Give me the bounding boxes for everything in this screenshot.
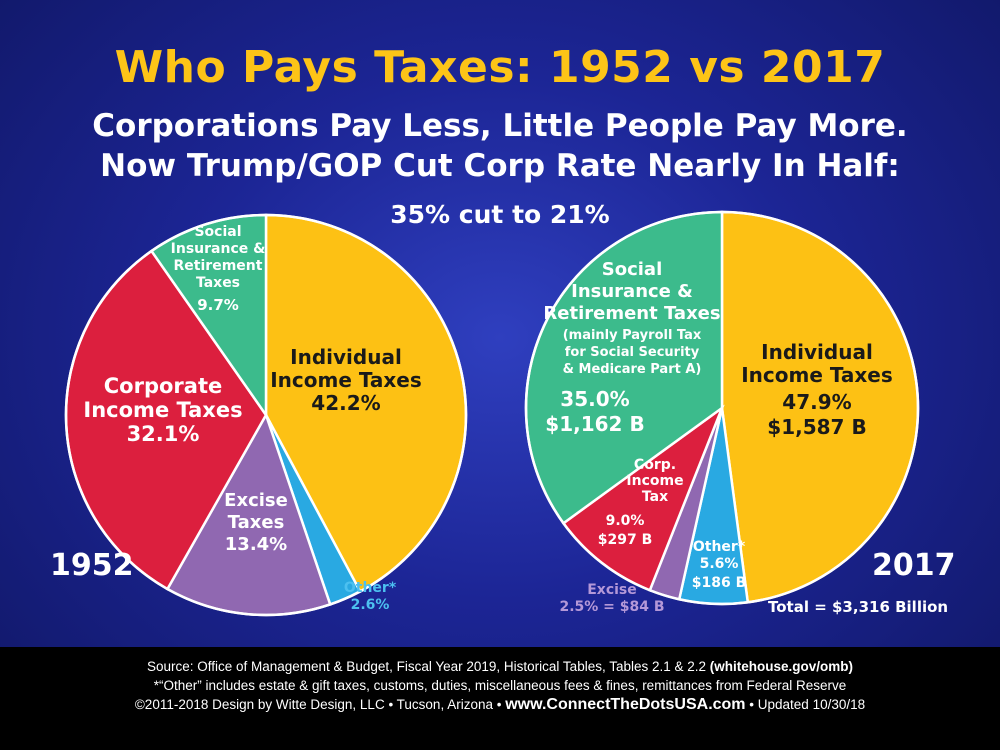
year-label-1952: 1952 bbox=[50, 548, 134, 583]
label-1952-individual-income-taxes: Individual Income Taxes bbox=[270, 345, 422, 392]
value-label-2017-social-insurance-retirement-taxes: 35.0% $1,162 B bbox=[545, 387, 644, 436]
pie-charts: Individual Income Taxes42.2%Other*2.6%Exc… bbox=[64, 210, 920, 617]
footer-credit: ©2011-2018 Design by Witte Design, LLC •… bbox=[0, 695, 1000, 714]
value-label-1952-excise-taxes: 13.4% bbox=[225, 534, 287, 555]
label-2017-corp-income-tax: Corp. Income Tax bbox=[626, 457, 683, 505]
value-label-2017-excise: 2.5% = $84 B bbox=[559, 599, 664, 615]
label-1952-other: Other* bbox=[344, 580, 397, 596]
source-text: Source: Office of Management & Budget, F… bbox=[146, 659, 707, 674]
label-2017-excise: Excise bbox=[587, 582, 637, 598]
label-1952-excise-taxes: Excise Taxes bbox=[224, 490, 288, 533]
corp-rate-cut-note: 35% cut to 21% bbox=[390, 200, 610, 229]
label-2017-social-insurance-retirement-taxes: Social Insurance & Retirement Taxes (mainly… bbox=[543, 259, 720, 377]
value-label-2017-individual-income-taxes: 47.9% $1,587 B bbox=[767, 390, 866, 439]
footer-other-note: *“Other” includes estate & gift taxes, c… bbox=[153, 678, 847, 693]
label-2017-other: Other* bbox=[693, 539, 746, 555]
label-1952-corporate-income-taxes: Corporate Income Taxes bbox=[83, 374, 242, 422]
updated-text: • Updated 10/30/18 bbox=[749, 697, 866, 712]
subtitle-line-2: Now Trump/GOP Cut Corp Rate Nearly In Ha… bbox=[100, 148, 900, 184]
pie-outline-2017 bbox=[524, 210, 920, 606]
value-label-2017-other: 5.6% $186 B bbox=[692, 556, 747, 591]
footer: Source: Office of Management & Budget, F… bbox=[0, 647, 1000, 750]
value-label-1952-other: 2.6% bbox=[351, 597, 390, 613]
label-2017-individual-income-taxes: Individual Income Taxes bbox=[741, 340, 893, 387]
value-label-1952-corporate-income-taxes: 32.1% bbox=[127, 422, 200, 446]
subtitle-line-1: Corporations Pay Less, Little People Pay… bbox=[92, 108, 908, 144]
credit-text: ©2011-2018 Design by Witte Design, LLC •… bbox=[134, 697, 502, 712]
value-label-1952-social-insurance-retirement-taxes: 9.7% bbox=[197, 296, 239, 314]
total-label-2017: Total = $3,316 Billion bbox=[768, 598, 949, 616]
pie-outline-1952 bbox=[64, 213, 468, 617]
footer-source: Source: Office of Management & Budget, F… bbox=[0, 657, 1000, 676]
source-link[interactable]: (whitehouse.gov/omb) bbox=[709, 659, 854, 674]
label-1952-social-insurance-retirement-taxes: Social Insurance & Retirement Taxes bbox=[171, 224, 266, 291]
website-link[interactable]: www.ConnectTheDotsUSA.com bbox=[505, 696, 746, 713]
year-label-2017: 2017 bbox=[872, 548, 956, 583]
value-label-1952-individual-income-taxes: 42.2% bbox=[311, 391, 380, 415]
chart-title: Who Pays Taxes: 1952 vs 2017 bbox=[114, 42, 886, 93]
value-label-2017-corp-income-tax: 9.0% $297 B bbox=[598, 513, 653, 548]
